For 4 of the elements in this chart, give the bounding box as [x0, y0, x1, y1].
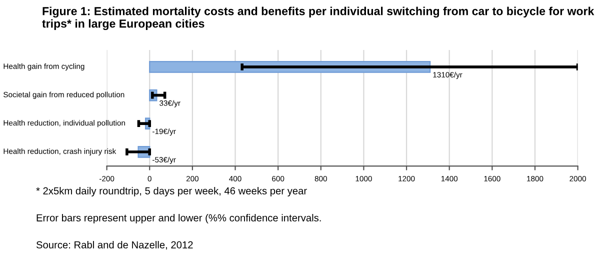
text: Error bars represent upper and lower (%% confidence intervals. [36, 214, 321, 224]
source-note: Source: Rabl and de Nazelle, 2012 [36, 240, 193, 250]
chart-title: Figure 1: Estimated mortality costs and benefits per individual switching from car to bicycle for work trips* in large European cities [42, 6, 594, 30]
text: * 2x5km daily roundtrip, 5 days per week, 46 weeks per year [36, 186, 307, 196]
